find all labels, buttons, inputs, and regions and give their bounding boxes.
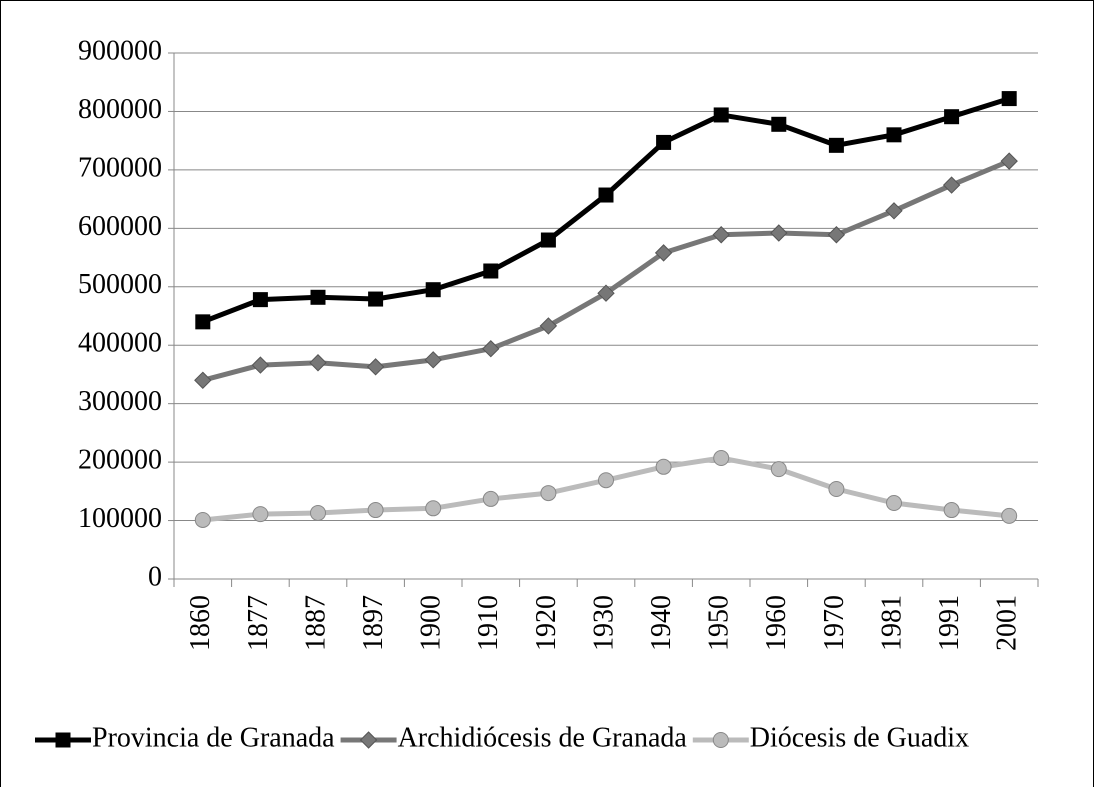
- marker: [942, 176, 961, 194]
- marker: [598, 187, 614, 203]
- marker: [539, 317, 558, 335]
- marker: [828, 480, 845, 497]
- y-tick-label: 200000: [78, 445, 162, 476]
- marker: [654, 244, 673, 262]
- marker: [252, 292, 268, 308]
- marker: [310, 289, 326, 305]
- marker: [482, 490, 499, 507]
- marker: [771, 116, 787, 132]
- marker: [827, 226, 846, 244]
- marker: [540, 232, 556, 248]
- marker: [368, 291, 384, 307]
- x-tick-label: 1900: [416, 595, 447, 651]
- x-tick-label: 2001: [992, 595, 1023, 651]
- marker: [770, 224, 788, 242]
- x-tick-label: 1920: [531, 595, 562, 651]
- marker: [55, 732, 71, 748]
- marker: [656, 134, 672, 150]
- marker: [366, 358, 385, 376]
- marker: [886, 495, 902, 512]
- marker: [712, 732, 729, 748]
- x-tick-label: 1887: [300, 595, 331, 651]
- marker: [713, 450, 730, 467]
- marker: [425, 282, 441, 298]
- marker: [310, 504, 326, 521]
- y-tick-label: 900000: [78, 35, 162, 66]
- y-tick-label: 600000: [78, 211, 162, 242]
- marker: [359, 731, 378, 749]
- marker: [194, 371, 212, 389]
- marker: [309, 354, 327, 372]
- marker: [1001, 91, 1017, 107]
- x-tick-label: 1991: [934, 595, 965, 651]
- marker: [943, 502, 960, 519]
- marker: [655, 458, 672, 475]
- marker: [367, 502, 384, 519]
- x-tick-label: 1877: [243, 595, 274, 651]
- marker: [482, 340, 500, 358]
- y-tick-label: 0: [148, 561, 162, 592]
- marker: [944, 109, 960, 125]
- x-tick-label: 1940: [646, 595, 677, 651]
- x-tick-label: 1910: [473, 595, 504, 651]
- marker: [1001, 507, 1018, 524]
- marker: [712, 226, 730, 244]
- y-tick-label: 700000: [78, 152, 162, 183]
- x-tick-label: 1960: [761, 595, 792, 651]
- marker: [424, 351, 442, 369]
- x-tick-label: 1897: [358, 595, 389, 651]
- legend-label: Provincia de Granada: [92, 722, 335, 753]
- marker: [251, 356, 270, 374]
- y-tick-label: 400000: [78, 328, 162, 359]
- marker: [885, 202, 903, 220]
- marker: [194, 511, 211, 528]
- legend-label: Archidiócesis de Granada: [398, 722, 688, 753]
- x-tick-label: 1930: [588, 595, 619, 651]
- x-tick-label: 1860: [185, 595, 216, 651]
- y-tick-label: 100000: [78, 503, 162, 534]
- marker: [828, 137, 844, 153]
- marker: [713, 107, 729, 123]
- x-tick-label: 1950: [704, 595, 735, 651]
- marker: [483, 263, 499, 279]
- marker: [540, 485, 557, 502]
- x-tick-label: 1970: [819, 595, 850, 651]
- marker: [1000, 152, 1018, 170]
- legend-label: Diócesis de Guadix: [750, 722, 969, 753]
- marker: [598, 472, 614, 489]
- marker: [252, 506, 269, 523]
- marker: [770, 461, 787, 478]
- marker: [597, 284, 615, 302]
- marker: [425, 500, 442, 517]
- x-tick-label: 1981: [876, 595, 907, 651]
- y-tick-label: 300000: [78, 386, 162, 417]
- marker: [886, 127, 902, 143]
- y-tick-label: 500000: [78, 269, 162, 300]
- y-tick-label: 800000: [78, 94, 162, 125]
- marker: [195, 314, 211, 330]
